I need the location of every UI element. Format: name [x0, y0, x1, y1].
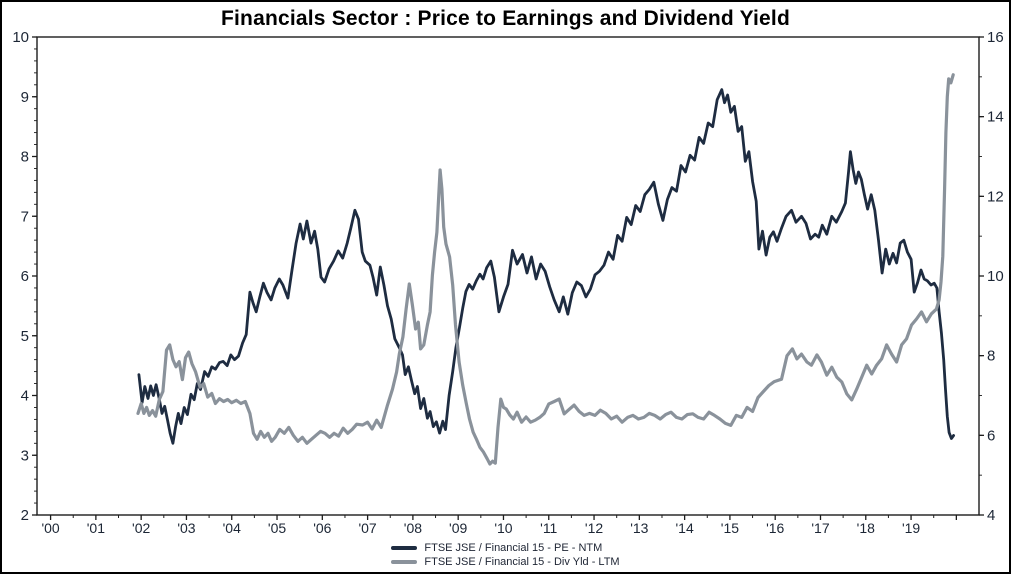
y-right-label: 8 — [987, 348, 995, 365]
x-axis-label: '09 — [449, 520, 467, 536]
x-axis-label: '18 — [857, 520, 875, 536]
y-left-label: 6 — [21, 268, 29, 285]
y-left-label: 5 — [21, 328, 29, 345]
y-right-label: 4 — [987, 507, 995, 524]
y-left-label: 2 — [21, 507, 29, 524]
y-left-label: 7 — [21, 208, 29, 225]
y-right-label: 16 — [987, 29, 1004, 46]
y-left-label: 10 — [12, 29, 29, 46]
x-axis-label: '01 — [87, 520, 105, 536]
x-axis-label: '13 — [630, 520, 648, 536]
x-axis-label: '07 — [358, 520, 376, 536]
y-right-label: 12 — [987, 188, 1004, 205]
y-left-label: 8 — [21, 149, 29, 166]
y-right-label: 10 — [987, 268, 1004, 285]
x-axis-label: '05 — [268, 520, 286, 536]
x-axis-label: '06 — [313, 520, 331, 536]
x-axis-label: '00 — [41, 520, 59, 536]
x-axis-label: '04 — [223, 520, 241, 536]
y-right-label: 14 — [987, 109, 1004, 126]
x-axis-label: '15 — [721, 520, 739, 536]
series-line-pe-ntm — [137, 88, 955, 445]
x-axis-label: '08 — [404, 520, 422, 536]
y-left-label: 9 — [21, 89, 29, 106]
y-left-label: 3 — [21, 447, 29, 464]
series-line-div-yld — [136, 73, 955, 466]
x-axis-label: '11 — [540, 520, 557, 536]
x-axis-label: '17 — [811, 520, 829, 536]
x-axis-label: '19 — [902, 520, 920, 536]
x-axis-label: '03 — [177, 520, 195, 536]
chart-title: Financials Sector : Price to Earnings an… — [220, 7, 790, 30]
x-axis-label: '14 — [676, 520, 694, 536]
x-axis-label: '02 — [132, 520, 150, 536]
y-right-label: 6 — [987, 427, 995, 444]
x-axis-label: '16 — [766, 520, 784, 536]
y-left-label: 4 — [21, 388, 29, 405]
x-axis-label: '12 — [585, 520, 603, 536]
x-axis-label: '10 — [494, 520, 512, 536]
